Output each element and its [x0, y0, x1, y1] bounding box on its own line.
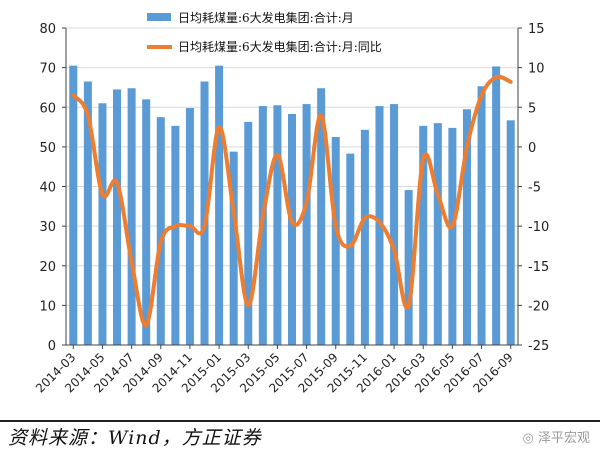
bar — [215, 65, 224, 346]
bar — [390, 104, 399, 345]
bar — [477, 86, 486, 345]
bar — [83, 81, 92, 346]
right-tick-label: -10 — [528, 220, 549, 235]
left-tick-label: 80 — [39, 22, 56, 37]
bar — [69, 65, 78, 346]
right-tick-label: -15 — [528, 260, 549, 275]
bar — [492, 66, 501, 345]
bar — [360, 129, 369, 345]
legend-bar-swatch — [147, 13, 171, 21]
bar — [142, 99, 151, 345]
legend-bar-label: 日均耗煤量:6大发电集团:合计:月 — [178, 10, 354, 25]
bar — [419, 125, 428, 345]
source-note: 资料来源：Wind，方正证券 — [8, 427, 262, 449]
bar — [273, 105, 282, 345]
wechat-icon: ◎ — [522, 431, 534, 446]
bar — [331, 136, 340, 345]
x-axis-ticks: 2014-032014-052014-072014-092014-112015-… — [33, 345, 516, 396]
bar — [156, 117, 165, 345]
bar — [404, 190, 413, 345]
legend: 日均耗煤量:6大发电集团:合计:月 日均耗煤量:6大发电集团:合计:月:同比 — [147, 10, 382, 54]
right-tick-label: 0 — [528, 141, 536, 156]
bar — [244, 121, 253, 345]
right-tick-label: -20 — [528, 299, 549, 314]
bar — [302, 104, 311, 345]
right-tick-label: 5 — [528, 101, 536, 116]
yoy-line — [71, 74, 513, 328]
bar — [506, 120, 515, 345]
footer-rule — [0, 420, 600, 422]
bar — [200, 81, 209, 346]
watermark: ◎ 泽平宏观 — [523, 427, 591, 446]
bar — [433, 123, 442, 345]
watermark-text: 泽平宏观 — [537, 431, 590, 446]
bar — [171, 125, 180, 345]
bar — [113, 89, 122, 345]
bar — [317, 88, 326, 345]
bar — [287, 113, 297, 345]
bar — [375, 106, 384, 345]
right-tick-label: 10 — [528, 62, 545, 77]
bar — [346, 153, 355, 345]
bar — [448, 127, 457, 345]
left-axis-ticks: 0 10 20 30 40 50 60 70 80 — [39, 22, 66, 354]
right-tick-label: -25 — [528, 339, 549, 354]
left-tick-label: 40 — [39, 181, 56, 196]
left-tick-label: 20 — [39, 260, 56, 275]
bar — [229, 151, 238, 345]
right-axis-ticks: 15 10 5 0 -5 -10 -15 -20 -25 — [518, 22, 549, 354]
bar — [98, 103, 107, 345]
bar — [462, 109, 471, 345]
bar — [127, 88, 136, 345]
left-tick-label: 60 — [39, 101, 56, 116]
left-tick-label: 30 — [39, 220, 56, 235]
legend-line-label: 日均耗煤量:6大发电集团:合计:月:同比 — [178, 39, 382, 54]
right-tick-label: 15 — [528, 22, 545, 37]
right-tick-label: -5 — [528, 181, 541, 196]
left-tick-label: 50 — [39, 141, 56, 156]
left-tick-label: 10 — [39, 299, 56, 314]
left-tick-label: 0 — [48, 339, 56, 354]
left-tick-label: 70 — [39, 62, 56, 77]
